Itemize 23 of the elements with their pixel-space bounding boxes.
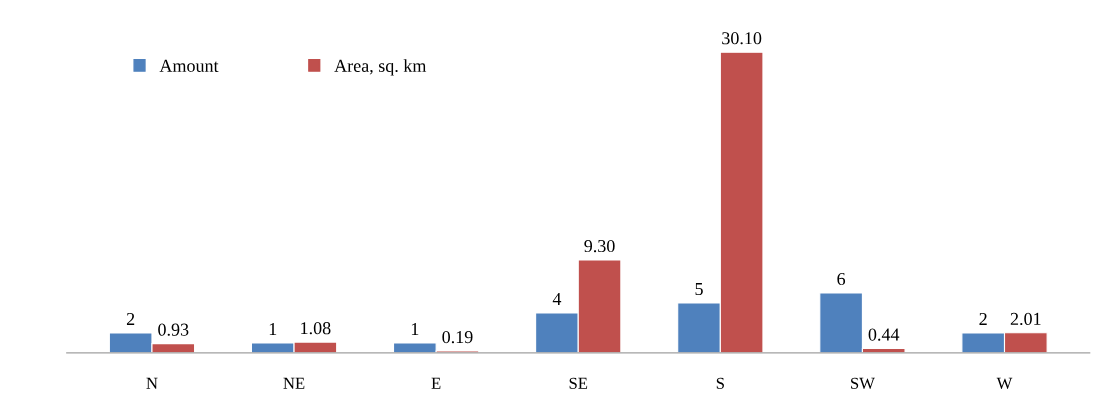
x-tick-label: N	[146, 377, 158, 389]
data-label: 1	[411, 322, 419, 335]
data-label: 1	[269, 322, 277, 335]
x-tick-label: S	[716, 377, 724, 389]
data-label: 2	[979, 312, 987, 325]
data-label: 2.01	[1010, 312, 1041, 326]
data-label: 30.10	[722, 32, 762, 45]
data-label: 9.30	[584, 239, 615, 253]
data-label: 0.19	[442, 330, 473, 344]
x-tick-label: SW	[851, 377, 875, 389]
x-tick-label: E	[431, 377, 441, 389]
data-label: 1.08	[301, 322, 331, 335]
legend-label: Area, sq. km	[334, 59, 427, 76]
legend-label: Amount	[159, 59, 219, 72]
data-label: 4	[552, 293, 562, 305]
data-label: 0.44	[868, 328, 900, 341]
data-label: 5	[695, 283, 703, 296]
x-tick-label: SE	[569, 377, 588, 389]
x-tick-label: W	[996, 377, 1013, 389]
x-tick-label: NE	[283, 377, 305, 389]
data-label: 6	[837, 272, 846, 286]
data-label: 0.93	[158, 323, 189, 336]
data-label: 2	[126, 312, 135, 325]
